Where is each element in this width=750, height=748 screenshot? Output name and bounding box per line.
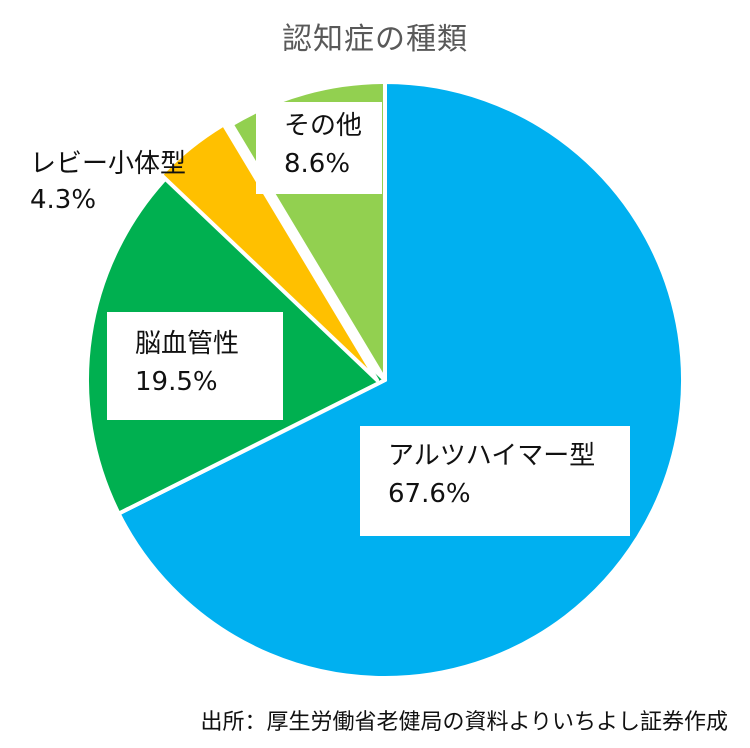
slice-label-name: その他 xyxy=(284,111,363,141)
slice-value-label: 8.6% xyxy=(284,148,351,179)
slice-label-vascular: 脳血管性 19.5% xyxy=(107,312,283,420)
slice-value-label: 4.3% xyxy=(30,185,97,216)
pie-slice-lewy xyxy=(159,122,379,382)
slice-label-name: レビー小体型 xyxy=(30,149,187,179)
slice-label-name: 脳血管性 xyxy=(135,329,240,359)
chart-title: 認知症の種類 xyxy=(282,22,468,57)
slice-value-label: 67.6% xyxy=(388,478,471,509)
slice-value-label: 19.5% xyxy=(135,366,218,397)
slice-label-lewy: レビー小体型 4.3% xyxy=(30,146,186,219)
slice-label-other: その他 8.6% xyxy=(256,102,382,194)
slice-label-alzheimer: アルツハイマー型 67.6% xyxy=(360,426,630,536)
source-note: 出所：厚生労働省老健局の資料よりいちよし証券作成 xyxy=(200,710,728,735)
slice-label-name: アルツハイマー型 xyxy=(388,441,596,471)
